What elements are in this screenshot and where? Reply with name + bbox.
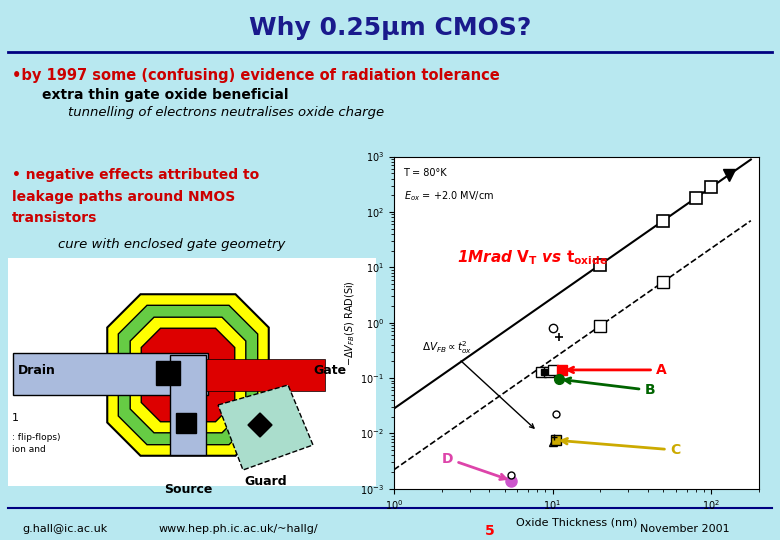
Text: A: A bbox=[568, 363, 667, 377]
Text: •by 1997 some (confusing) evidence of radiation tolerance: •by 1997 some (confusing) evidence of ra… bbox=[12, 68, 500, 83]
Text: Gate: Gate bbox=[313, 363, 346, 376]
Text: g.hall@ic.ac.uk: g.hall@ic.ac.uk bbox=[23, 524, 108, 534]
Text: T = 80°K: T = 80°K bbox=[403, 168, 447, 178]
Text: Why 0.25μm CMOS?: Why 0.25μm CMOS? bbox=[249, 16, 531, 40]
Text: tunnelling of electrons neutralises oxide charge: tunnelling of electrons neutralises oxid… bbox=[68, 106, 384, 119]
FancyBboxPatch shape bbox=[170, 359, 325, 391]
Text: $\Delta V_{FB} \propto t_{ox}^2$: $\Delta V_{FB} \propto t_{ox}^2$ bbox=[422, 340, 534, 428]
Text: ion and: ion and bbox=[12, 445, 46, 454]
Polygon shape bbox=[119, 305, 257, 445]
Text: cure with enclosed gate geometry: cure with enclosed gate geometry bbox=[58, 238, 285, 251]
FancyBboxPatch shape bbox=[13, 353, 208, 395]
Text: 1: 1 bbox=[12, 413, 19, 423]
Text: D: D bbox=[441, 451, 505, 480]
FancyBboxPatch shape bbox=[8, 258, 376, 486]
Polygon shape bbox=[218, 385, 313, 470]
Text: 1Mrad $\mathbf{V_T}$ vs $\mathbf{t_{oxide}}$: 1Mrad $\mathbf{V_T}$ vs $\mathbf{t_{oxid… bbox=[457, 248, 608, 267]
Text: extra thin gate oxide beneficial: extra thin gate oxide beneficial bbox=[42, 88, 289, 102]
Text: : flip-flops): : flip-flops) bbox=[12, 433, 61, 442]
Polygon shape bbox=[248, 413, 272, 437]
X-axis label: Oxide Thickness (nm): Oxide Thickness (nm) bbox=[516, 518, 637, 528]
Text: C: C bbox=[562, 438, 680, 457]
Polygon shape bbox=[167, 354, 209, 396]
Text: • negative effects attributed to
leakage paths around NMOS
transistors: • negative effects attributed to leakage… bbox=[12, 168, 259, 225]
Text: Source: Source bbox=[164, 483, 212, 496]
Text: November 2001: November 2001 bbox=[640, 524, 730, 534]
Text: Drain: Drain bbox=[18, 363, 56, 376]
Polygon shape bbox=[108, 294, 269, 456]
FancyBboxPatch shape bbox=[156, 361, 180, 385]
Text: Guard: Guard bbox=[245, 475, 287, 488]
Text: $E_{ox}$ = +2.0 MV/cm: $E_{ox}$ = +2.0 MV/cm bbox=[403, 189, 494, 203]
Y-axis label: $-\Delta V_{FB}(S)$ RAD(Si): $-\Delta V_{FB}(S)$ RAD(Si) bbox=[344, 280, 357, 366]
Polygon shape bbox=[130, 317, 246, 433]
Text: www.hep.ph.ic.ac.uk/~hallg/: www.hep.ph.ic.ac.uk/~hallg/ bbox=[158, 524, 317, 534]
Polygon shape bbox=[141, 328, 235, 422]
FancyBboxPatch shape bbox=[176, 413, 196, 433]
Text: B: B bbox=[565, 378, 655, 397]
Text: 5: 5 bbox=[485, 524, 495, 538]
FancyBboxPatch shape bbox=[170, 355, 206, 455]
